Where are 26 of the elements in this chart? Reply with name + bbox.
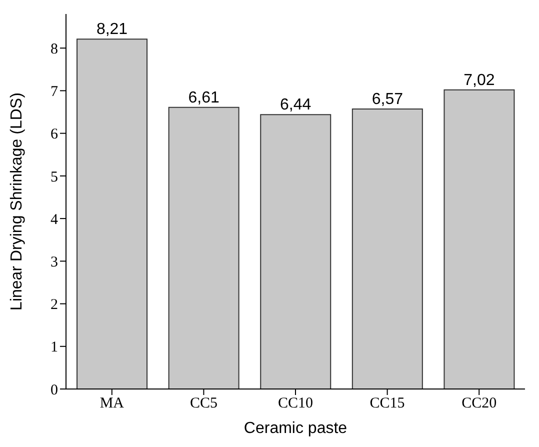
y-axis-title: Linear Drying Shrinkage (LDS) — [8, 92, 26, 310]
x-tick-label: CC20 — [462, 396, 497, 412]
data-label: 7,02 — [464, 72, 495, 89]
y-tick-label: 1 — [50, 340, 58, 356]
bar — [168, 106, 240, 389]
data-label: 6,61 — [188, 89, 220, 106]
y-tick-label: 2 — [50, 297, 58, 314]
data-label: 6,57 — [372, 91, 404, 108]
bar — [76, 38, 148, 389]
x-tick-label: MA — [100, 396, 124, 412]
bar — [260, 114, 332, 389]
x-tick-label: CC5 — [190, 396, 218, 412]
y-tick-label: 5 — [50, 169, 58, 186]
data-label: 6,44 — [280, 96, 312, 114]
bar — [444, 89, 515, 389]
bar — [352, 108, 423, 389]
y-tick-label: 6 — [50, 126, 58, 143]
y-tick-label: 7 — [50, 84, 58, 100]
y-tick-label: 0 — [50, 382, 58, 398]
x-tick-label: CC10 — [278, 396, 314, 412]
data-label: 8,21 — [96, 21, 128, 38]
y-tick-label: 8 — [50, 41, 58, 58]
y-tick-label: 3 — [50, 254, 58, 270]
x-tick-label: CC15 — [370, 396, 405, 412]
y-tick-label: 4 — [50, 212, 58, 228]
x-axis-title: Ceramic paste — [244, 420, 348, 437]
